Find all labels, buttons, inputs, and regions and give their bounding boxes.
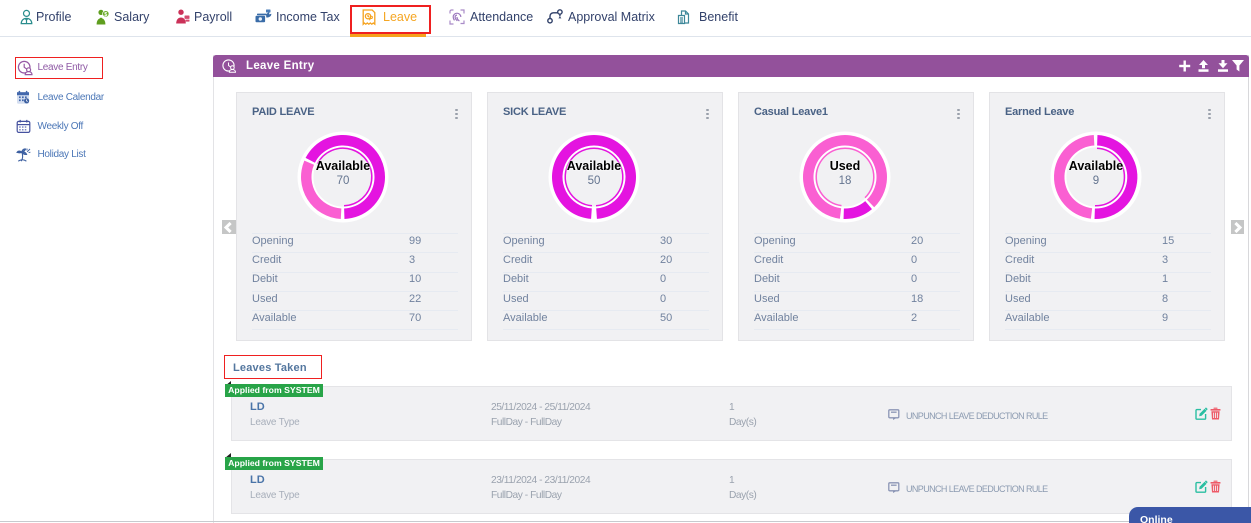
- svg-text:$: $: [104, 12, 107, 18]
